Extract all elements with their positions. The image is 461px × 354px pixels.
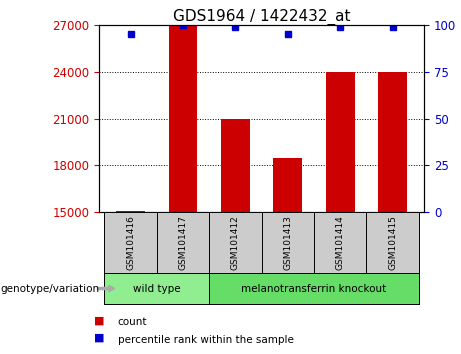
Text: GSM101416: GSM101416	[126, 215, 135, 270]
Bar	[273, 158, 302, 212]
Bar	[169, 25, 197, 212]
Text: genotype/variation: genotype/variation	[0, 284, 99, 293]
Bar	[378, 72, 407, 212]
Text: wild type: wild type	[133, 284, 181, 293]
Title: GDS1964 / 1422432_at: GDS1964 / 1422432_at	[173, 8, 350, 25]
Text: GSM101417: GSM101417	[178, 215, 188, 270]
Text: ■: ■	[94, 333, 104, 343]
Text: GSM101412: GSM101412	[231, 215, 240, 270]
Text: GSM101413: GSM101413	[284, 215, 292, 270]
Text: ■: ■	[94, 315, 104, 325]
Text: count: count	[118, 317, 147, 327]
Bar	[221, 119, 250, 212]
Text: GSM101414: GSM101414	[336, 215, 345, 270]
Text: percentile rank within the sample: percentile rank within the sample	[118, 335, 294, 345]
Text: GSM101415: GSM101415	[388, 215, 397, 270]
Bar	[116, 211, 145, 212]
Bar	[326, 72, 355, 212]
Text: melanotransferrin knockout: melanotransferrin knockout	[242, 284, 387, 293]
